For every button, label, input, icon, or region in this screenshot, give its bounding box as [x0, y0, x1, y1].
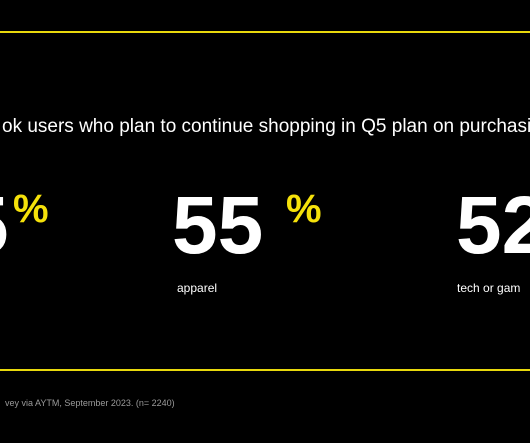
- stat-unit: %: [286, 187, 322, 231]
- stat-value: 52: [456, 180, 530, 271]
- footnote: vey via AYTM, September 2023. (n= 2240): [5, 398, 175, 408]
- stat-value: 55: [172, 180, 263, 271]
- stat-label: apparel: [177, 281, 217, 295]
- heading: ok users who plan to continue shopping i…: [2, 116, 530, 137]
- stat-value: 5: [0, 180, 9, 271]
- stat-unit: %: [13, 187, 49, 231]
- stat-label: tech or gam: [457, 281, 520, 295]
